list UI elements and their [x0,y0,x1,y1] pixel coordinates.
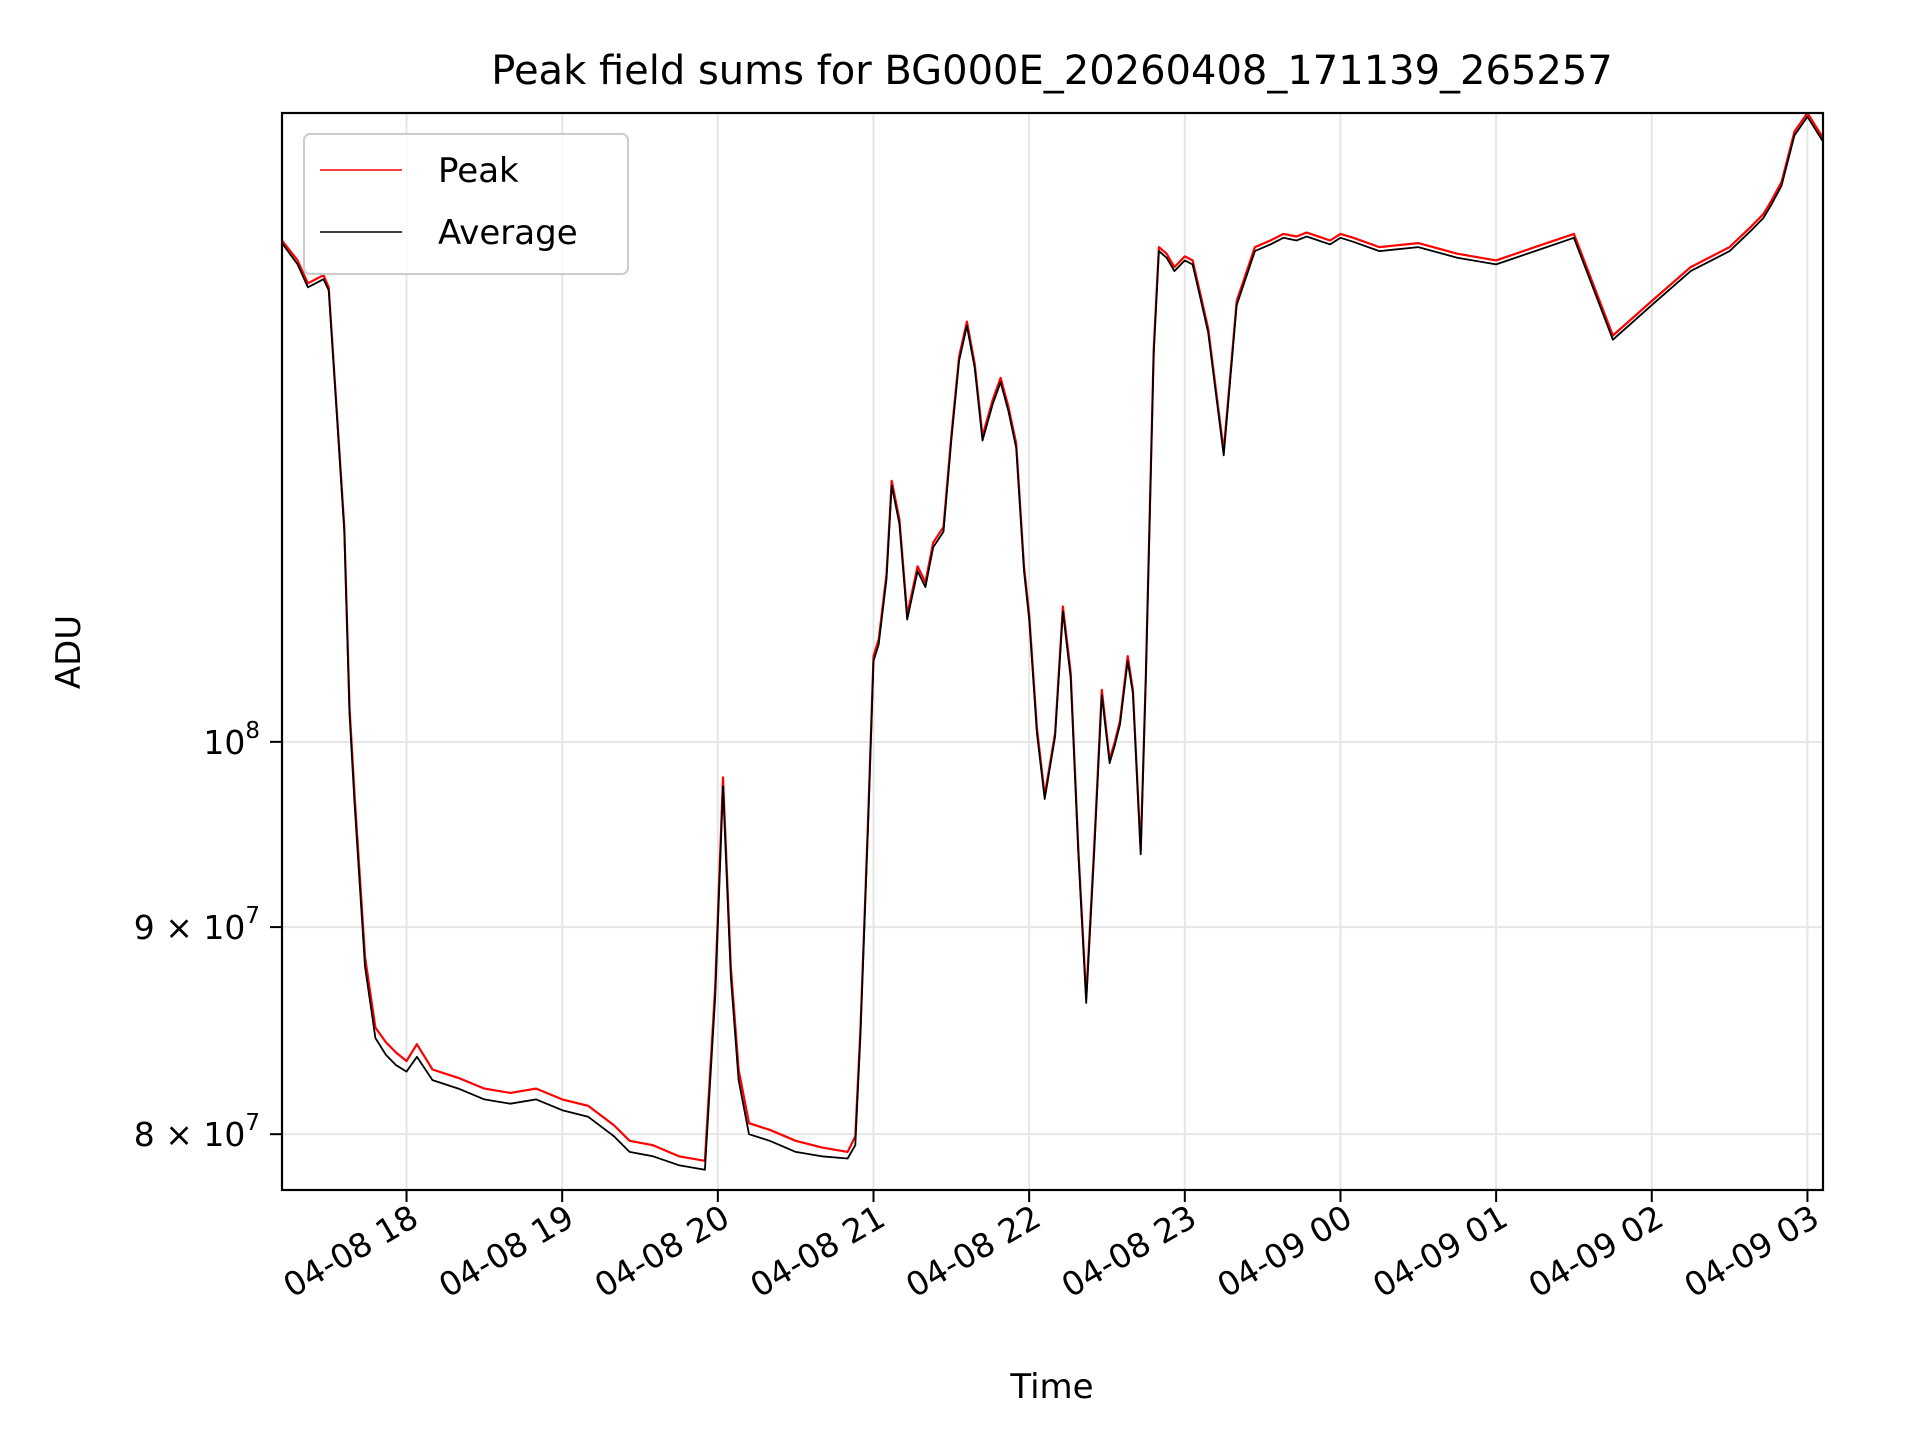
y-tick-label: 108 [203,718,260,762]
series-line-peak [281,111,1824,1162]
grid [282,113,1823,1190]
y-tick-exponent: 7 [245,1110,260,1136]
y-tick-label: 9 × 107 [134,903,260,947]
y-tick-mantissa: 8 × [134,1115,204,1154]
x-axis-label: Time [1009,1367,1093,1407]
y-tick-exponent: 8 [245,718,260,744]
series-line-average [281,115,1824,1171]
legend: Peak Average [303,133,629,275]
y-tick-label: 8 × 107 [134,1110,260,1154]
chart-title: Peak field sums for BG000E_20260408_1711… [491,48,1612,94]
series-lines [281,111,1824,1171]
legend-label-peak: Peak [438,151,519,191]
y-tick-base: 10 [203,1115,245,1154]
y-tick-mantissa: 9 × [134,908,204,947]
y-tick-base: 10 [203,723,245,762]
y-tick-exponent: 7 [245,903,260,929]
plot-frame [280,111,1825,1192]
legend-label-average: Average [438,213,578,253]
y-axis-label: ADU [49,615,89,689]
y-tick-base: 10 [203,908,245,947]
legend-box [303,133,629,275]
